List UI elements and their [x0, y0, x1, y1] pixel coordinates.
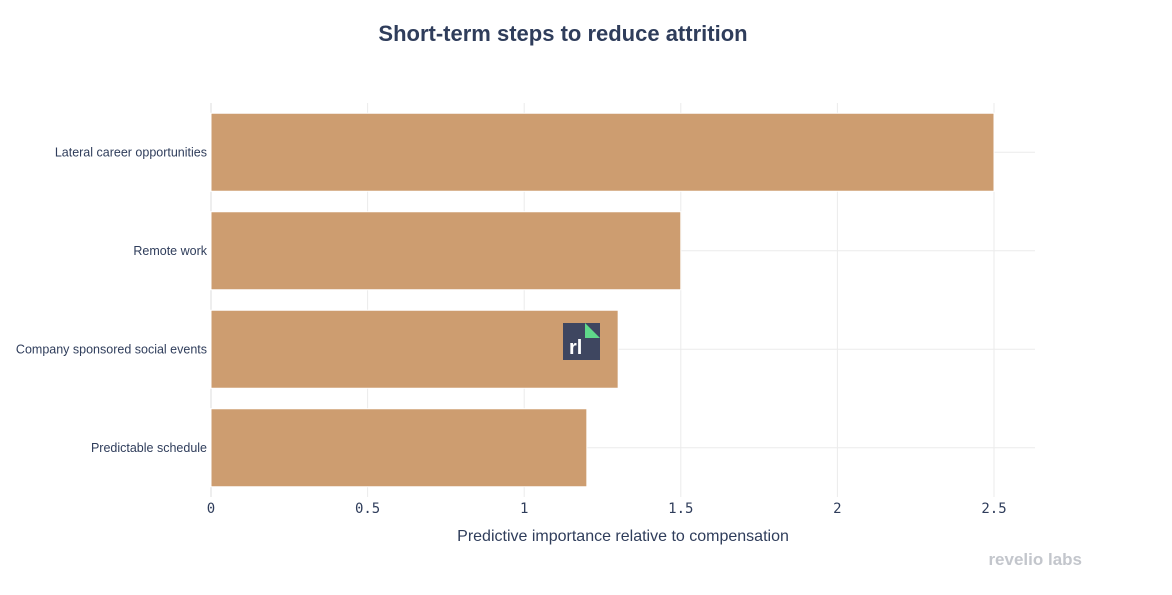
category-label: Lateral career opportunities [55, 145, 207, 159]
chart-title: Short-term steps to reduce attrition [378, 21, 747, 46]
x-axis-title: Predictive importance relative to compen… [457, 528, 789, 545]
watermark-logo: rl [563, 323, 600, 360]
bar-predictable-schedule [210, 408, 588, 488]
watermark-corner [585, 323, 600, 338]
x-tick-label: 0.5 [355, 501, 380, 517]
x-tick-label: 1.5 [668, 501, 693, 517]
x-tick-label: 1 [520, 501, 528, 517]
category-labels: Lateral career opportunities Remote work C… [16, 145, 208, 455]
brand-logo: revelio labs [988, 550, 1082, 569]
x-tick-label: 0 [207, 501, 215, 517]
bar-remote-work [210, 211, 682, 291]
x-tick-labels: 0 0.5 1 1.5 2 2.5 [207, 501, 1007, 517]
category-label: Company sponsored social events [16, 342, 207, 356]
x-tick-label: 2 [833, 501, 841, 517]
category-label: Predictable schedule [91, 441, 207, 455]
bar-company-sponsored-social-events [210, 309, 619, 389]
watermark-badge [563, 323, 600, 360]
bars [210, 112, 995, 488]
bar-lateral-career-opportunities [210, 112, 995, 192]
watermark-text: rl [569, 337, 582, 359]
x-tick-label: 2.5 [981, 501, 1006, 517]
category-label: Remote work [133, 244, 207, 258]
